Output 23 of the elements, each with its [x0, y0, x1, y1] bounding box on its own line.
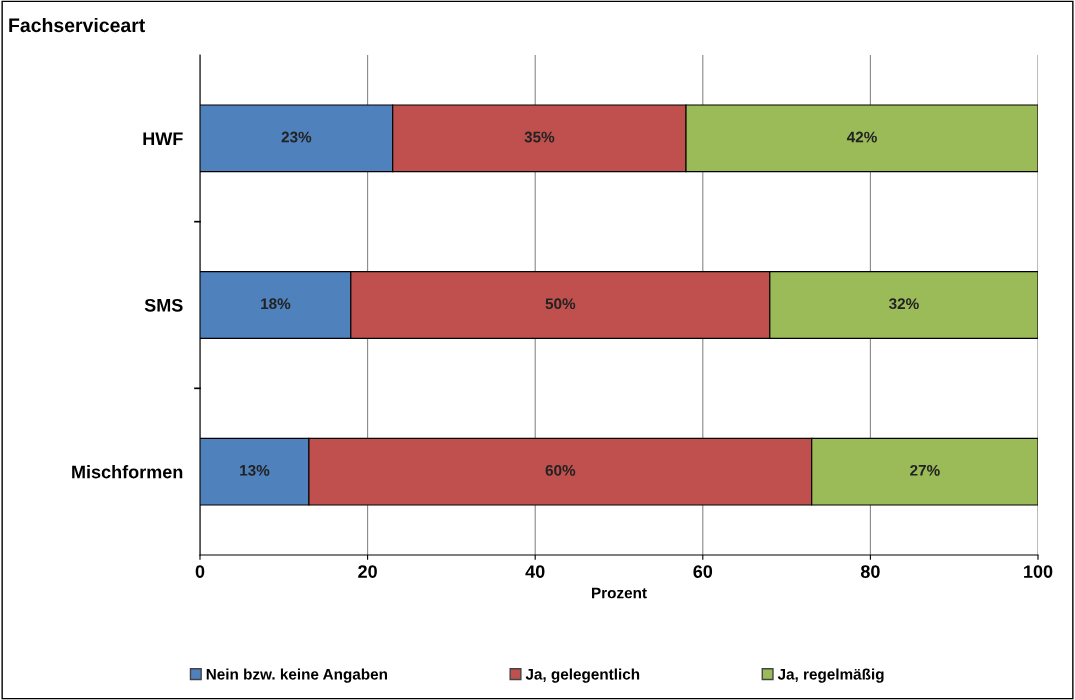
- text: 32%: [888, 298, 919, 310]
- x-tick-label: 80: [860, 565, 880, 578]
- x-tick-label: 0: [195, 565, 205, 578]
- legend-label: Ja, gelegentlich: [525, 668, 640, 683]
- legend-label: Ja, regelmäßig: [777, 668, 884, 683]
- text: 13%: [240, 464, 270, 476]
- y-tick-label: HWF: [143, 132, 183, 145]
- text: 23%: [281, 131, 312, 143]
- x-tick-label: 40: [525, 565, 545, 578]
- text: 50%: [545, 298, 576, 310]
- x-tick-label: 100: [1024, 565, 1053, 578]
- legend-label: Nein bzw. keine Angaben: [206, 668, 388, 683]
- y-tick-label: Mischformen: [72, 465, 183, 479]
- x-tick-label: 60: [693, 565, 713, 578]
- text: 42%: [846, 131, 877, 143]
- x-axis-title: Prozent: [592, 587, 647, 599]
- text: 18%: [261, 298, 291, 310]
- y-axis-title: Fachserviceart: [9, 17, 146, 33]
- y-tick-label: SMS: [144, 298, 183, 312]
- text: 35%: [524, 131, 555, 143]
- x-tick-label: 20: [358, 565, 377, 578]
- text: 60%: [545, 464, 576, 476]
- text: 27%: [910, 464, 940, 476]
